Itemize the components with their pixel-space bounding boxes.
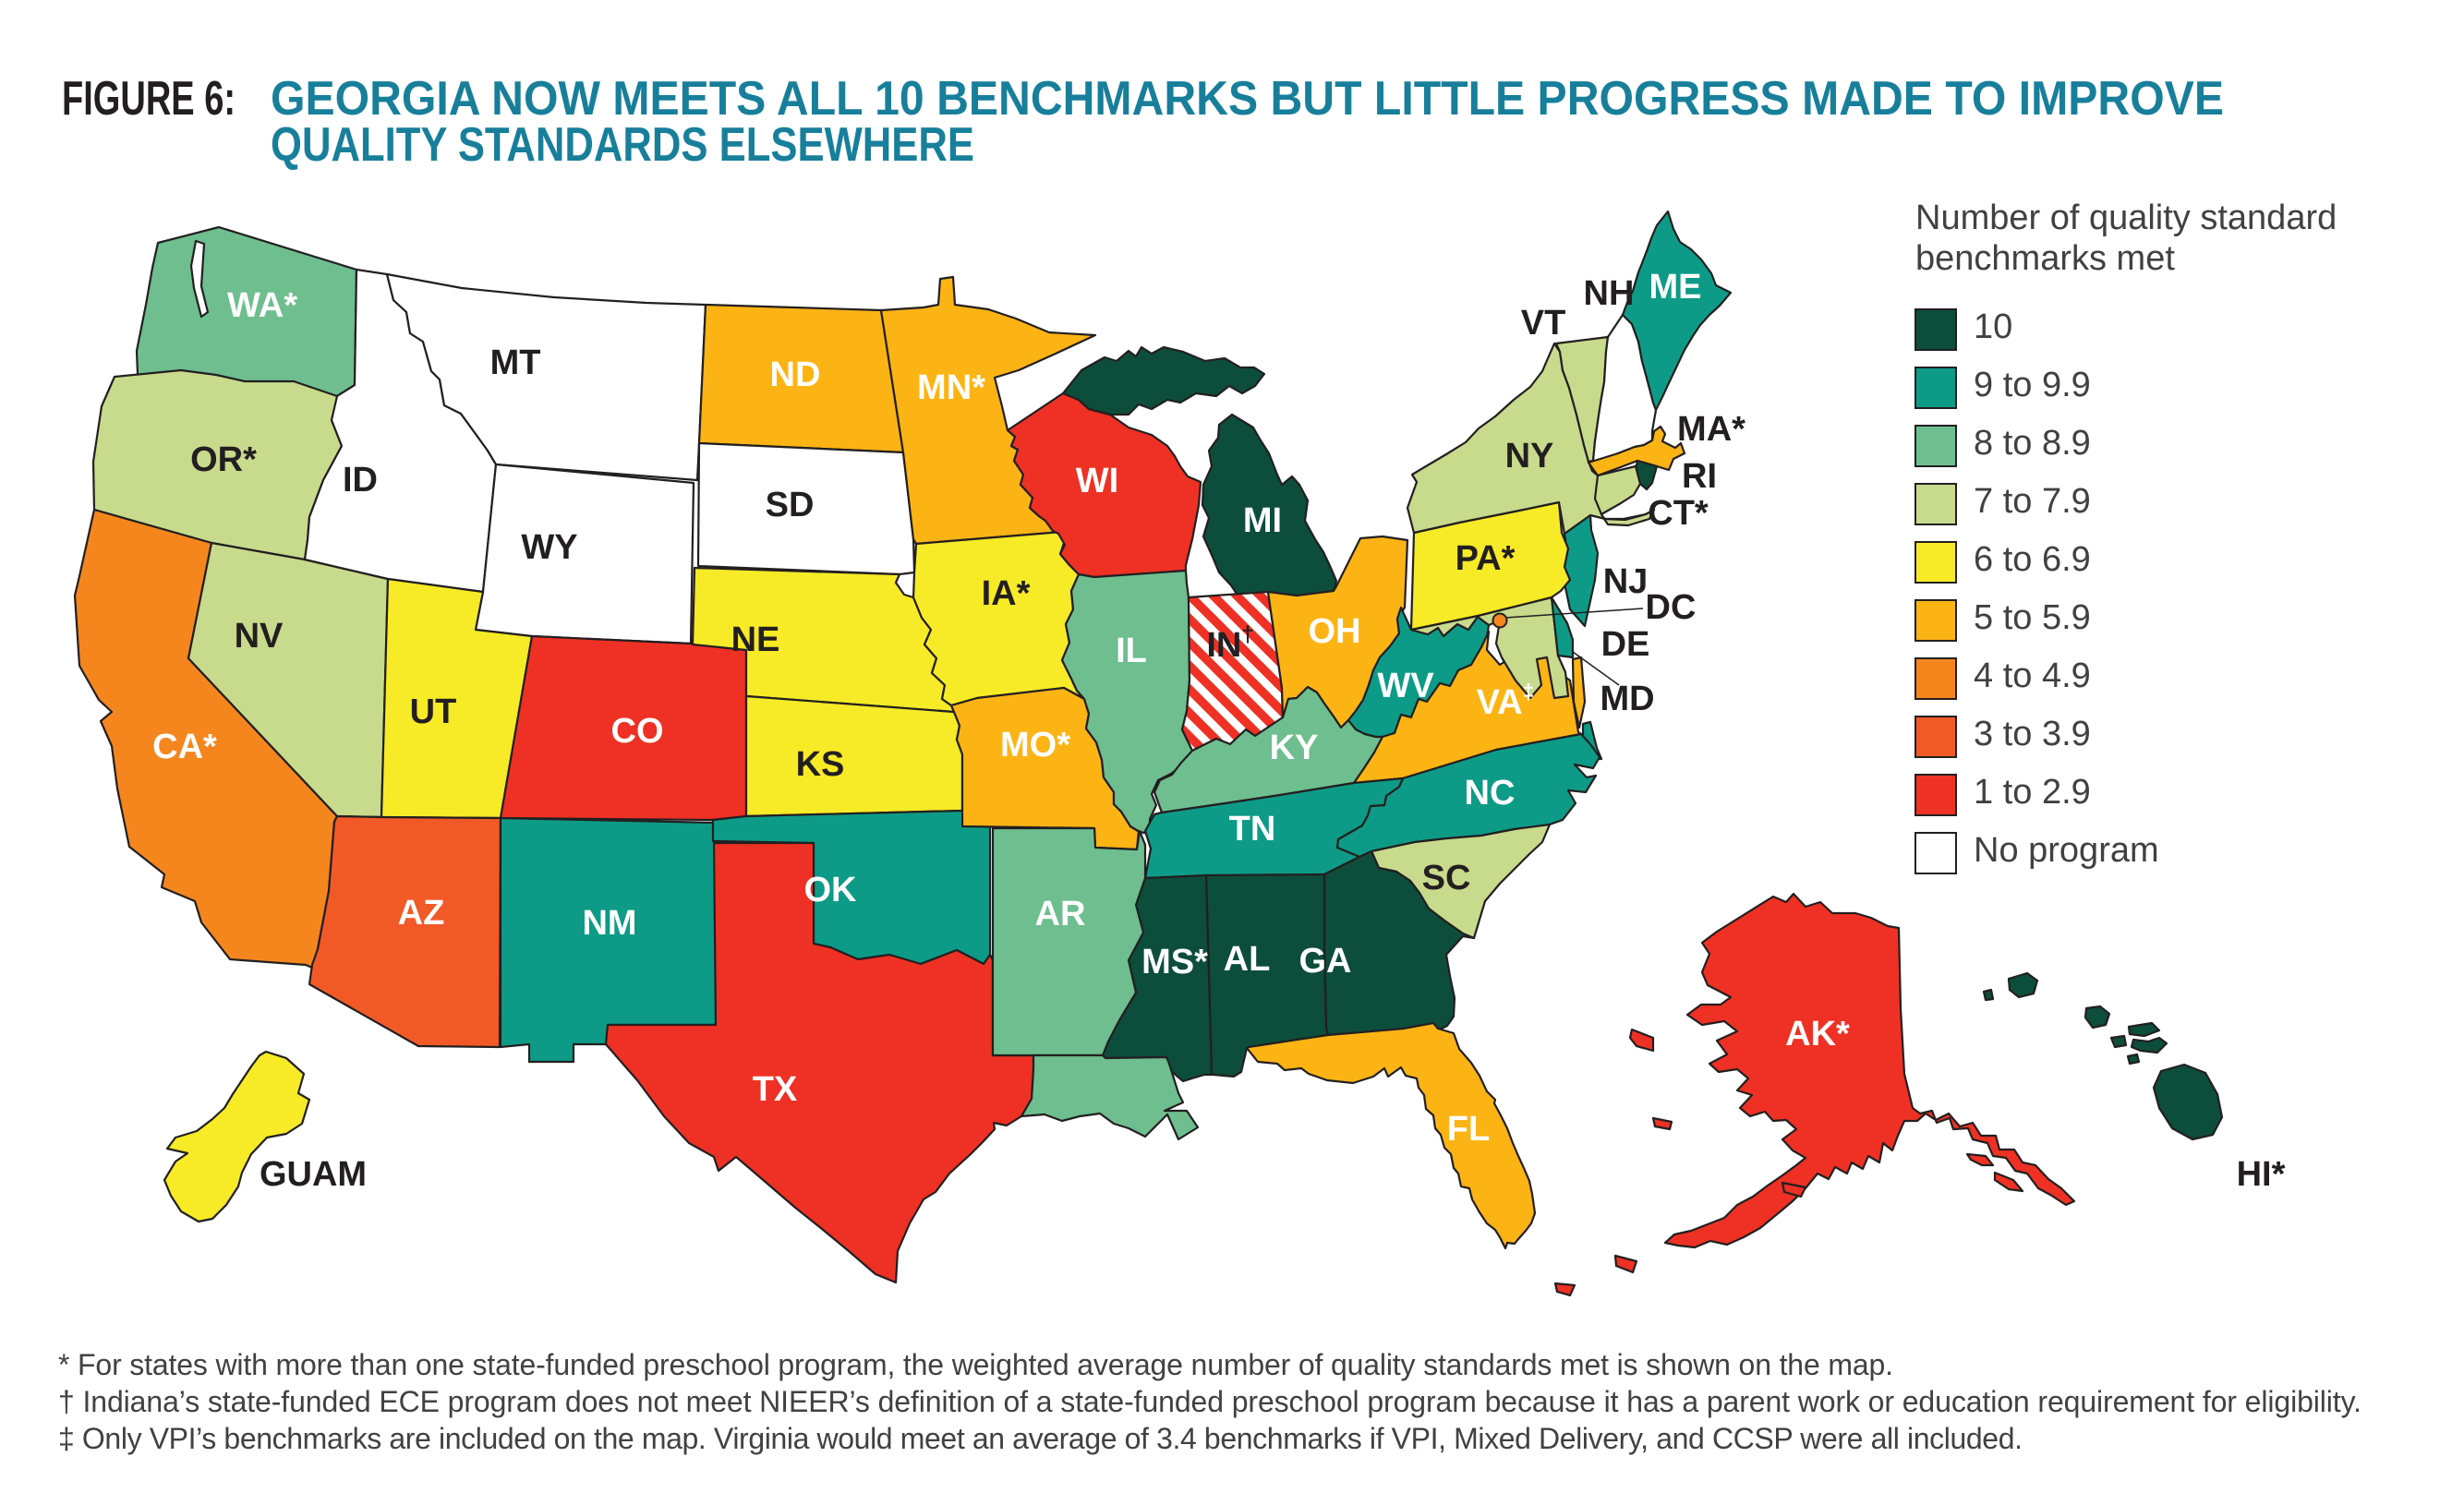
svg-text:FIGURE 6:: FIGURE 6:: [62, 72, 236, 126]
svg-text:DC: DC: [1646, 588, 1697, 627]
svg-text:MT: MT: [490, 343, 541, 382]
svg-text:IN†: IN†: [1206, 622, 1253, 666]
svg-text:KS: KS: [796, 745, 845, 784]
svg-text:SC: SC: [1422, 859, 1471, 897]
svg-text:VT: VT: [1521, 304, 1566, 343]
svg-text:AK*: AK*: [1785, 1015, 1850, 1054]
svg-text:6 to 6.9: 6 to 6.9: [1974, 540, 2091, 579]
svg-text:TN: TN: [1229, 810, 1276, 849]
svg-text:1 to 2.9: 1 to 2.9: [1974, 773, 2091, 812]
svg-text:NJ: NJ: [1603, 562, 1649, 601]
svg-text:MD: MD: [1600, 680, 1654, 718]
svg-text:OR*: OR*: [190, 440, 257, 479]
svg-text:LA*: LA*: [1055, 1126, 1116, 1165]
svg-text:KY: KY: [1270, 728, 1319, 767]
svg-text:† Indiana’s state-funded ECE p: † Indiana’s state-funded ECE program doe…: [58, 1385, 2361, 1418]
svg-text:5 to 5.9: 5 to 5.9: [1974, 598, 2091, 637]
svg-text:NH: NH: [1584, 274, 1635, 313]
svg-text:ID: ID: [343, 461, 378, 500]
svg-text:OK: OK: [804, 871, 858, 909]
svg-text:PA*: PA*: [1455, 539, 1516, 578]
svg-text:IA*: IA*: [982, 574, 1031, 613]
svg-text:‡ Only VPI’s benchmarks are in: ‡ Only VPI’s benchmarks are included on …: [58, 1422, 2023, 1455]
svg-text:GEORGIA NOW MEETS ALL 10 BENCH: GEORGIA NOW MEETS ALL 10 BENCHMARKS BUT …: [271, 72, 2224, 126]
svg-text:MN*: MN*: [917, 368, 985, 407]
svg-text:GA: GA: [1299, 942, 1352, 981]
svg-text:7 to 7.9: 7 to 7.9: [1974, 482, 2091, 521]
svg-text:DE: DE: [1601, 625, 1650, 664]
svg-text:WY: WY: [521, 528, 577, 567]
svg-text:CA*: CA*: [152, 728, 217, 766]
svg-text:MS*: MS*: [1141, 943, 1208, 981]
svg-text:WA*: WA*: [227, 286, 297, 325]
svg-text:TX: TX: [753, 1070, 798, 1109]
svg-text:No program: No program: [1974, 831, 2159, 870]
svg-text:UT: UT: [410, 692, 457, 731]
svg-text:4 to 4.9: 4 to 4.9: [1974, 656, 2091, 695]
svg-text:ND: ND: [770, 355, 821, 394]
svg-text:CT*: CT*: [1648, 494, 1709, 533]
svg-text:MI: MI: [1243, 501, 1282, 540]
svg-text:3 to 3.9: 3 to 3.9: [1974, 715, 2091, 753]
svg-text:10: 10: [1974, 307, 2012, 346]
svg-text:AL: AL: [1224, 940, 1271, 979]
svg-text:8 to 8.9: 8 to 8.9: [1974, 424, 2091, 463]
svg-text:NY: NY: [1505, 437, 1554, 476]
svg-text:RI: RI: [1682, 457, 1717, 496]
svg-text:MA*: MA*: [1677, 410, 1745, 449]
svg-text:NV: NV: [235, 617, 284, 656]
svg-text:WV: WV: [1377, 667, 1434, 705]
svg-text:benchmarks met: benchmarks met: [1915, 239, 2175, 278]
svg-text:NM: NM: [582, 904, 636, 943]
svg-text:GUAM: GUAM: [260, 1155, 367, 1194]
svg-text:SD: SD: [766, 486, 815, 524]
svg-text:HI*: HI*: [2237, 1155, 2286, 1194]
svg-text:IL: IL: [1116, 632, 1147, 670]
svg-text:9 to 9.9: 9 to 9.9: [1974, 366, 2091, 404]
svg-text:AZ: AZ: [398, 894, 445, 933]
svg-text:QUALITY STANDARDS ELSEWHERE: QUALITY STANDARDS ELSEWHERE: [271, 118, 974, 172]
svg-text:WI: WI: [1076, 462, 1118, 500]
svg-text:ME: ME: [1649, 268, 1702, 307]
svg-text:MO*: MO*: [1000, 726, 1070, 765]
svg-text:NC: NC: [1465, 774, 1516, 813]
svg-text:NE: NE: [731, 620, 780, 659]
svg-text:AR: AR: [1035, 895, 1086, 933]
svg-text:FL: FL: [1447, 1110, 1490, 1149]
svg-text:OH: OH: [1309, 612, 1361, 651]
svg-text:Number of quality standard: Number of quality standard: [1915, 199, 2337, 237]
svg-text:* For states with more than on: * For states with more than one state-fu…: [58, 1348, 1893, 1381]
svg-text:CO: CO: [611, 712, 664, 751]
